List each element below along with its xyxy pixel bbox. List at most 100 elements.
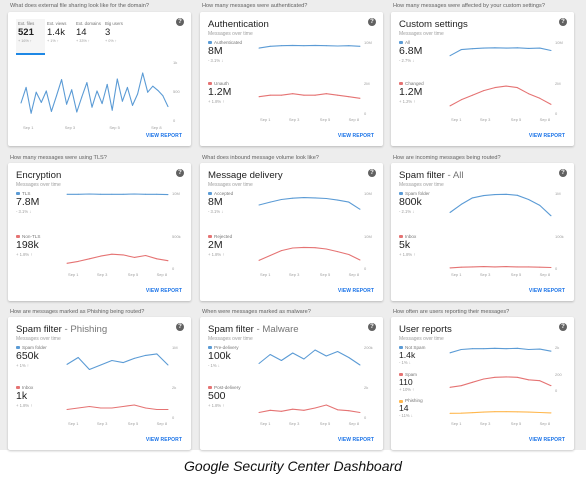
help-icon[interactable]: ? (559, 18, 567, 26)
file-sharing-point-6 (50, 110, 52, 112)
view-report-button[interactable]: VIEW REPORT (337, 288, 374, 294)
help-icon[interactable]: ? (368, 169, 376, 177)
view-report-button[interactable]: VIEW REPORT (337, 437, 374, 443)
legend-swatch (208, 41, 212, 45)
help-icon[interactable]: ? (368, 323, 376, 331)
file-sharing-point-7 (55, 95, 57, 97)
x-tick-label: Sep 5 (319, 421, 331, 426)
view-report-button[interactable]: VIEW REPORT (145, 437, 182, 443)
tab-value: 521 (18, 27, 34, 38)
rejected-point-5 (314, 246, 316, 248)
card-subtitle: Messages over time (399, 336, 444, 342)
authentication-question: How many messages were authenticated? (202, 3, 308, 9)
card-title: Encryption (16, 170, 61, 181)
legend-label: Accepted (214, 191, 234, 196)
y-tick-label: 1M (555, 191, 561, 196)
help-icon[interactable]: ? (559, 323, 567, 331)
x-tick-label: Sep 1 (260, 421, 271, 426)
all-line (449, 47, 552, 57)
file-sharing-point-23 (137, 93, 139, 95)
y-tick-label: 1M (172, 345, 178, 350)
user-reports-card: ? VIEW REPORT User reports Messages over ti… (391, 317, 574, 450)
pre-delivery-point-4 (303, 358, 305, 360)
accepted-point-9 (359, 208, 361, 210)
phishing-point-7 (528, 411, 530, 413)
help-icon[interactable]: ? (176, 323, 184, 331)
file-sharing-point-11 (76, 111, 78, 113)
view-report-button[interactable]: VIEW REPORT (528, 437, 565, 443)
view-report-button[interactable]: VIEW REPORT (145, 288, 182, 294)
legend-swatch (208, 81, 212, 85)
pre-delivery-point-8 (348, 357, 350, 358)
view-report-button[interactable]: VIEW REPORT (145, 133, 182, 139)
help-icon[interactable]: ? (176, 169, 184, 177)
file-sharing-point-28 (162, 95, 164, 97)
legend-swatch (16, 192, 20, 196)
tab-change: + 0% ↑ (105, 38, 117, 43)
x-tick-label: Sep 8 (156, 272, 168, 277)
x-tick-label: Sep 5 (127, 421, 139, 426)
post-delivery-point-2 (280, 410, 282, 412)
phishing-value: 14 (399, 403, 409, 414)
view-report-button[interactable]: VIEW REPORT (528, 133, 565, 139)
spam-folder-point-4 (111, 360, 113, 361)
inbox-point-0 (66, 409, 68, 410)
inbox-point-8 (539, 266, 541, 268)
file-sharing-point-20 (121, 100, 123, 102)
x-tick-label: Sep 1 (451, 272, 462, 277)
tab-value: 1.4k (47, 27, 65, 38)
pre-delivery-point-2 (280, 360, 282, 361)
y-tick-label: 0 (364, 111, 367, 116)
tab-ext-files[interactable]: Ext. files 521 + 16% ↑ (16, 19, 45, 55)
view-report-button[interactable]: VIEW REPORT (337, 133, 374, 139)
pre-delivery-point-1 (269, 354, 271, 355)
all-legend: All (399, 40, 410, 45)
rejected-chart (258, 246, 361, 261)
non-tls-point-5 (122, 253, 124, 255)
spam-point-4 (494, 376, 496, 378)
changed-line (449, 85, 552, 106)
file-sharing-point-16 (101, 103, 103, 105)
x-axis-labels: Sep 1 Sep 3 Sep 5 Sep 8 (66, 421, 169, 426)
legend-swatch (208, 386, 212, 390)
all-point-4 (494, 47, 496, 49)
tab-big-users[interactable]: Big users 3 + 0% ↑ (103, 19, 132, 55)
x-tick-label: Sep 1 (260, 117, 271, 122)
legend-label: Phishing (405, 398, 423, 404)
spam-folder-line (66, 353, 169, 371)
y-tick-label: 500k (172, 233, 181, 239)
tab-ext-views[interactable]: Ext. views 1.4k + 1% ↑ (45, 19, 74, 55)
rejected-point-1 (269, 254, 271, 256)
inbox-point-5 (122, 406, 124, 407)
post-delivery-change: + 1.8% ↑ (208, 403, 225, 408)
spam-folder-point-8 (539, 204, 541, 206)
accepted-line (258, 197, 361, 210)
tab-ext-domains[interactable]: Ext. domains 14 + 33% ↑ (74, 19, 103, 55)
post-delivery-point-1 (269, 409, 271, 411)
x-tick-label: Sep 5 (127, 272, 139, 277)
pre-delivery-point-0 (258, 363, 260, 364)
tls-legend: TLS (16, 191, 30, 196)
card-title-main: Spam filter (16, 324, 62, 335)
help-icon[interactable]: ? (559, 169, 567, 177)
spam-point-9 (550, 384, 552, 386)
help-icon[interactable]: ? (176, 18, 184, 26)
inbox-point-6 (516, 265, 518, 267)
inbox-change: + 1.8% ↑ (399, 251, 416, 257)
x-axis-labels: Sep 1 Sep 3 Sep 5 Sep 8 (449, 421, 552, 426)
spam-folder-point-8 (156, 353, 158, 355)
not-spam-point-6 (516, 347, 518, 349)
accepted-point-5 (314, 197, 316, 199)
not-spam-line (449, 347, 552, 354)
accepted-point-2 (280, 199, 282, 200)
all-point-1 (460, 49, 462, 51)
y-tick-label: 0 (364, 266, 367, 271)
not-spam-point-8 (539, 348, 541, 350)
accepted-point-4 (303, 197, 305, 199)
card-title: Spam filter - All (399, 170, 464, 181)
inbox-point-9 (167, 409, 169, 410)
unauth-point-3 (292, 92, 294, 94)
spam-folder-point-9 (550, 215, 552, 217)
help-icon[interactable]: ? (368, 18, 376, 26)
view-report-button[interactable]: VIEW REPORT (528, 288, 565, 294)
